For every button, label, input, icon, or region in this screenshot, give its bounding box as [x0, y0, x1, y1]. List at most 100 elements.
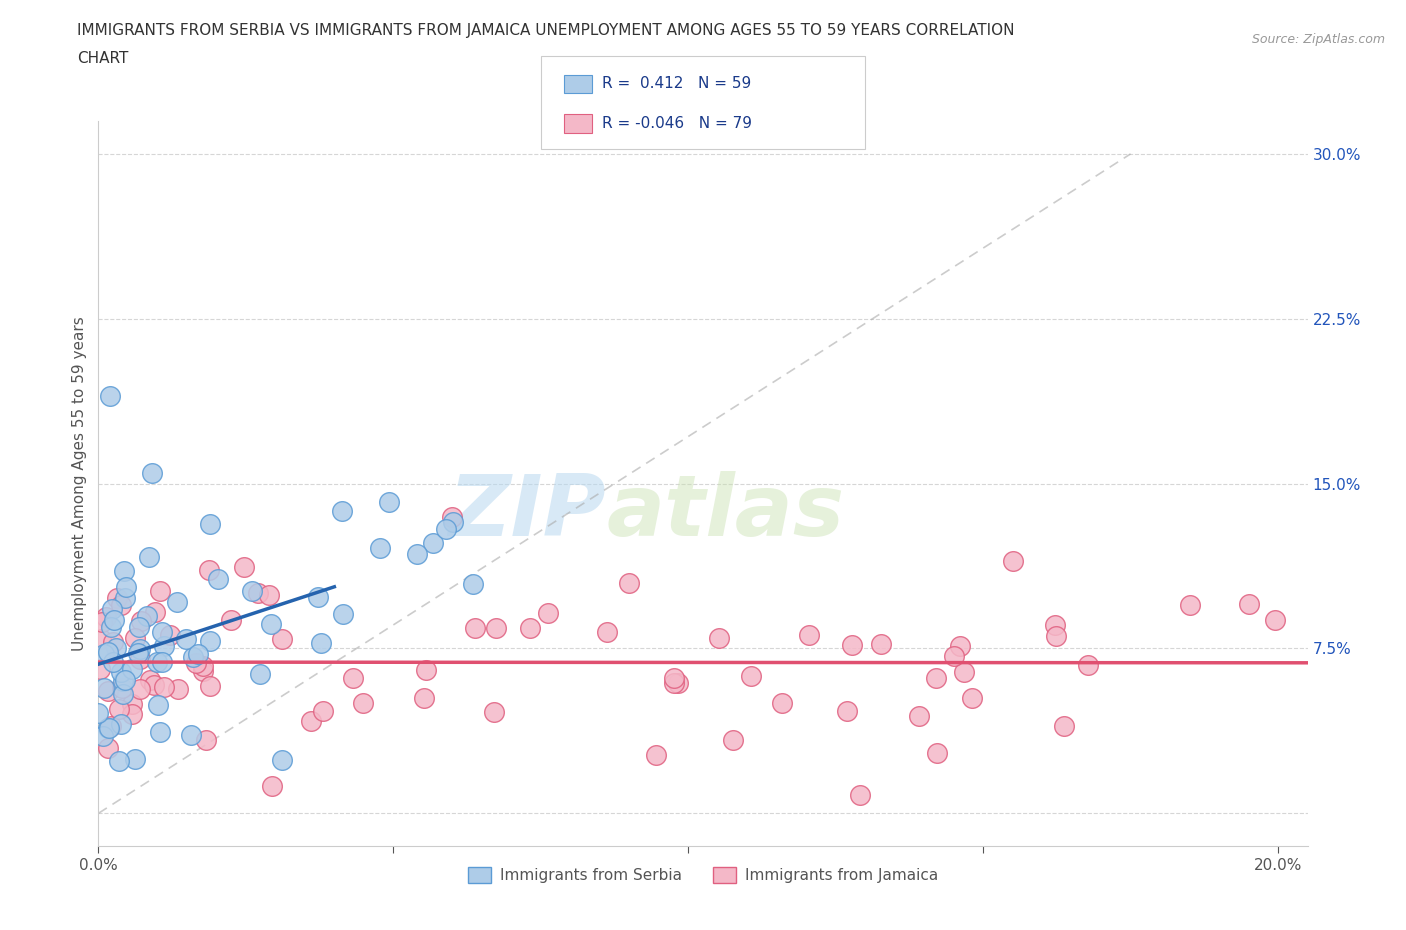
Text: ZIP: ZIP	[449, 472, 606, 554]
Point	[111, 673, 134, 688]
Point	[352, 696, 374, 711]
Point	[262, 778, 284, 793]
Point	[129, 614, 152, 629]
Point	[90, 631, 112, 646]
Text: R =  0.412   N = 59: R = 0.412 N = 59	[602, 76, 751, 91]
Point	[960, 691, 983, 706]
Point	[197, 562, 219, 577]
Point	[309, 636, 332, 651]
Point	[194, 732, 217, 747]
Point	[110, 664, 132, 679]
Point	[110, 598, 132, 613]
Point	[191, 658, 214, 673]
Point	[1178, 597, 1201, 612]
Point	[721, 733, 744, 748]
Point	[330, 504, 353, 519]
Point	[146, 655, 169, 670]
Point	[596, 625, 619, 640]
Point	[797, 628, 820, 643]
Point	[1053, 719, 1076, 734]
Text: CHART: CHART	[77, 51, 129, 66]
Point	[186, 656, 208, 671]
Point	[1264, 612, 1286, 627]
Point	[97, 740, 120, 755]
Point	[415, 663, 437, 678]
Point	[848, 788, 870, 803]
Point	[1001, 553, 1024, 568]
Point	[181, 650, 204, 665]
Point	[166, 594, 188, 609]
Point	[949, 638, 972, 653]
Point	[152, 680, 174, 695]
Point	[141, 465, 163, 480]
Point	[138, 550, 160, 565]
Point	[104, 640, 127, 655]
Point	[770, 696, 793, 711]
Point	[707, 631, 730, 645]
Point	[1045, 618, 1067, 633]
Point	[942, 648, 965, 663]
Point	[198, 679, 221, 694]
Point	[129, 652, 152, 667]
Point	[128, 620, 150, 635]
Point	[1045, 629, 1067, 644]
Point	[332, 606, 354, 621]
Point	[100, 718, 122, 733]
Point	[247, 586, 270, 601]
Point	[93, 646, 115, 661]
Point	[271, 631, 294, 646]
Point	[464, 620, 486, 635]
Point	[103, 613, 125, 628]
Point	[121, 697, 143, 711]
Point	[93, 681, 115, 696]
Point	[257, 587, 280, 602]
Point	[108, 754, 131, 769]
Point	[740, 669, 762, 684]
Point	[110, 716, 132, 731]
Point	[924, 671, 946, 685]
Point	[342, 671, 364, 685]
Point	[260, 617, 283, 631]
Point	[89, 661, 111, 676]
Point	[482, 705, 505, 720]
Point	[370, 540, 392, 555]
Point	[97, 684, 120, 698]
Point	[841, 638, 863, 653]
Point	[139, 673, 162, 688]
Point	[187, 646, 209, 661]
Point	[307, 590, 329, 604]
Point	[96, 610, 118, 625]
Point	[441, 509, 464, 524]
Point	[111, 681, 134, 696]
Point	[91, 729, 114, 744]
Point	[149, 724, 172, 739]
Point	[143, 604, 166, 619]
Point	[299, 714, 322, 729]
Point	[105, 591, 128, 606]
Point	[198, 633, 221, 648]
Point	[97, 644, 120, 659]
Point	[174, 631, 197, 646]
Y-axis label: Unemployment Among Ages 55 to 59 years: Unemployment Among Ages 55 to 59 years	[72, 316, 87, 651]
Point	[150, 655, 173, 670]
Text: R = -0.046   N = 79: R = -0.046 N = 79	[602, 115, 752, 131]
Point	[908, 709, 931, 724]
Text: atlas: atlas	[606, 472, 845, 554]
Point	[90, 615, 112, 630]
Point	[121, 661, 143, 676]
Point	[1239, 597, 1261, 612]
Point	[249, 667, 271, 682]
Point	[485, 620, 508, 635]
Point	[114, 672, 136, 687]
Point	[114, 579, 136, 594]
Point	[378, 495, 401, 510]
Point	[240, 584, 263, 599]
Text: IMMIGRANTS FROM SERBIA VS IMMIGRANTS FROM JAMAICA UNEMPLOYMENT AMONG AGES 55 TO : IMMIGRANTS FROM SERBIA VS IMMIGRANTS FRO…	[77, 23, 1015, 38]
Point	[925, 746, 948, 761]
Point	[100, 619, 122, 634]
Point	[153, 639, 176, 654]
Point	[664, 676, 686, 691]
Point	[149, 584, 172, 599]
Point	[87, 705, 110, 720]
Point	[463, 577, 485, 591]
